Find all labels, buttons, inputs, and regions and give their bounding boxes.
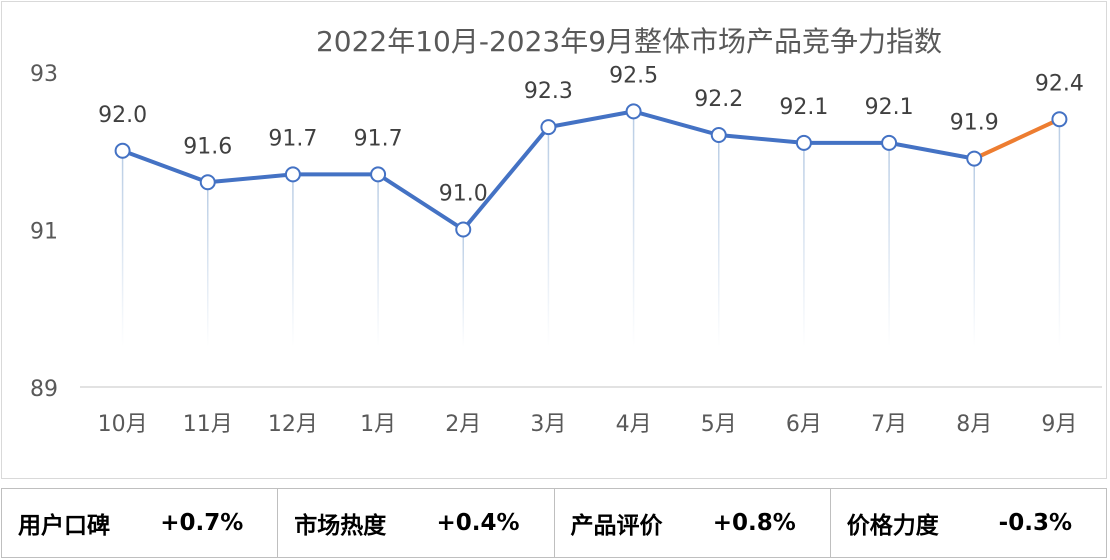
- x-tick-label: 11月: [183, 412, 233, 437]
- x-tick-label: 2月: [445, 412, 481, 437]
- drop-line: [888, 142, 890, 347]
- series-segment: [546, 109, 636, 130]
- data-label: 92.5: [609, 63, 658, 88]
- data-point: [625, 103, 642, 120]
- drop-line: [462, 229, 464, 347]
- series-segment: [120, 148, 210, 185]
- data-label: 91.7: [354, 126, 403, 151]
- data-label: 91.6: [183, 134, 232, 159]
- metric-price-strength: 价格力度 -0.3%: [831, 489, 1106, 557]
- metric-label: 用户口碑: [18, 513, 110, 539]
- metric-user-reputation: 用户口碑 +0.7%: [2, 489, 279, 557]
- metrics-summary-bar: 用户口碑 +0.7% 市场热度 +0.4% 产品评价 +0.8% 价格力度 -0…: [1, 488, 1107, 558]
- series-segment: [716, 133, 806, 145]
- x-tick-label: 3月: [530, 412, 566, 437]
- drop-line: [547, 127, 550, 347]
- drop-line: [292, 174, 294, 347]
- drop-line: [121, 150, 124, 347]
- data-point: [710, 127, 727, 143]
- data-label: 91.0: [439, 182, 488, 207]
- series-segment: [376, 172, 466, 232]
- x-tick-label: 8月: [956, 412, 992, 437]
- data-point: [199, 174, 216, 191]
- metric-value: -0.3%: [998, 510, 1072, 536]
- data-label: 91.9: [950, 111, 999, 136]
- metric-value: +0.4%: [436, 510, 520, 536]
- chart-area: 2022年10月-2023年9月整体市场产品竞争力指数 89 91 93 10月 11…: [1, 1, 1107, 479]
- metric-value: +0.8%: [712, 510, 796, 536]
- metric-market-heat: 市场热度 +0.4%: [278, 489, 555, 557]
- series-segment: [205, 172, 295, 185]
- data-label: 92.0: [98, 103, 147, 128]
- x-tick-label: 5月: [701, 412, 737, 437]
- chart-title: 2022年10月-2023年9月整体市场产品竞争力指数: [316, 25, 942, 58]
- drop-line: [207, 182, 209, 347]
- data-point: [795, 134, 812, 151]
- x-tick-label: 10月: [98, 412, 148, 437]
- x-tick-label: 1月: [360, 412, 396, 437]
- metric-label: 产品评价: [570, 513, 663, 539]
- drop-line: [973, 158, 975, 347]
- data-point: [966, 150, 983, 167]
- data-point: [114, 142, 131, 159]
- metric-product-rating: 产品评价 +0.8%: [555, 489, 831, 557]
- data-label: 92.1: [779, 95, 828, 120]
- series-segment: [461, 125, 551, 232]
- drop-line: [632, 111, 635, 347]
- x-tick-label: 9月: [1041, 412, 1077, 437]
- y-tick-label: 91: [30, 220, 58, 245]
- data-point: [284, 166, 301, 183]
- series-segment: [631, 109, 721, 137]
- x-tick-label: 6月: [786, 412, 822, 437]
- data-label: 92.4: [1035, 71, 1084, 96]
- data-point: [455, 221, 472, 238]
- data-label: 92.3: [524, 79, 573, 104]
- drop-line: [718, 135, 720, 347]
- data-point: [370, 166, 387, 183]
- x-tick-label: 4月: [616, 412, 652, 437]
- data-point: [1051, 111, 1068, 128]
- metric-label: 市场热度: [294, 513, 387, 539]
- data-point: [540, 119, 557, 136]
- y-tick-label: 89: [30, 377, 58, 402]
- x-tick-label: 12月: [268, 412, 318, 437]
- series-segment: [887, 140, 977, 161]
- drop-line: [377, 174, 379, 347]
- data-label: 91.7: [268, 126, 317, 151]
- metric-label: 价格力度: [846, 513, 939, 539]
- line-chart: 2022年10月-2023年9月整体市场产品竞争力指数 89 91 93 10月 11…: [30, 25, 1102, 437]
- series-segment-highlight: [972, 117, 1062, 161]
- drop-line: [803, 142, 805, 347]
- data-label: 92.1: [865, 95, 914, 120]
- data-label: 92.2: [694, 87, 743, 112]
- y-tick-label: 93: [30, 62, 58, 87]
- x-tick-label: 7月: [871, 412, 907, 437]
- data-point: [881, 134, 898, 151]
- drop-line: [1058, 119, 1061, 347]
- metric-value: +0.7%: [160, 510, 244, 536]
